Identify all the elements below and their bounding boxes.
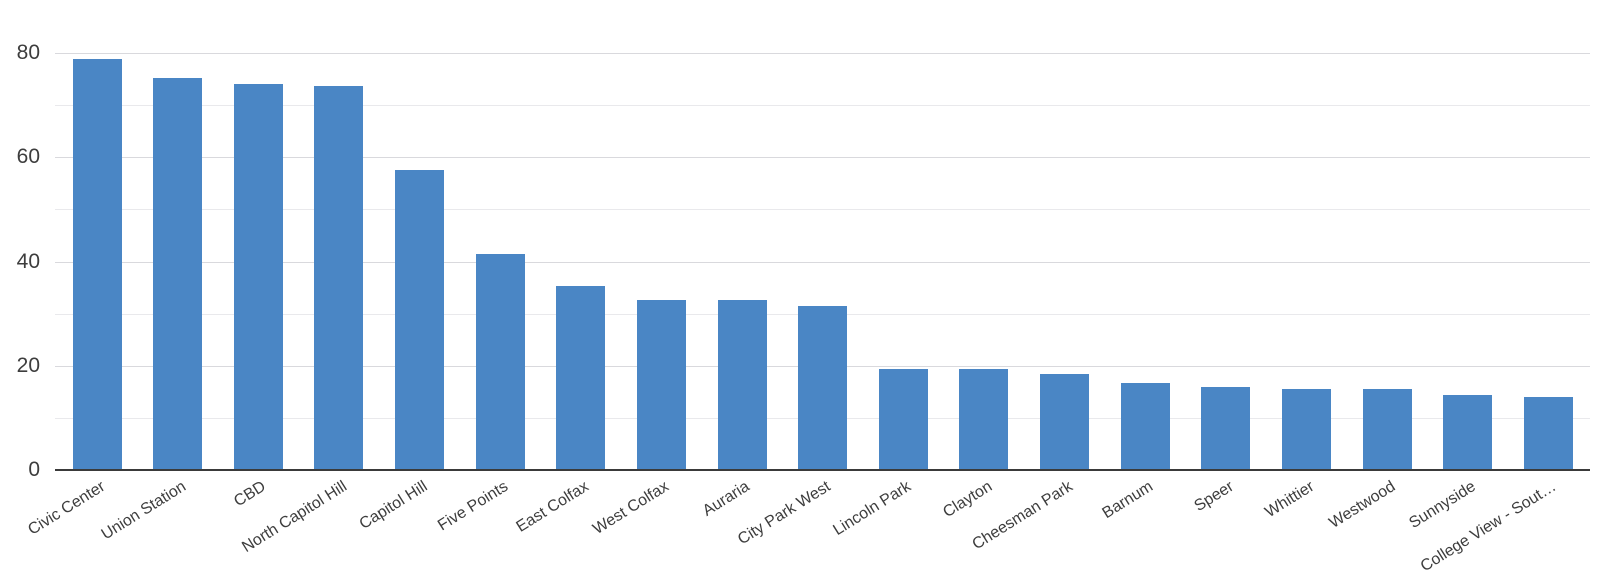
x-axis-tick-label: Clayton: [939, 478, 995, 522]
bar[interactable]: [1363, 389, 1412, 469]
bar[interactable]: [637, 300, 686, 469]
bar[interactable]: [556, 286, 605, 469]
bar[interactable]: [73, 59, 122, 469]
x-axis-tick-label: East Colfax: [513, 478, 592, 536]
bar[interactable]: [959, 369, 1008, 469]
x-axis-line: [55, 469, 1590, 471]
bar[interactable]: [1282, 389, 1331, 469]
y-axis-tick-label: 80: [16, 41, 40, 64]
x-axis-tick-label: Barnum: [1099, 478, 1157, 523]
x-axis-tick-label: Westwood: [1325, 478, 1399, 532]
x-axis-tick-label: Lincoln Park: [830, 478, 915, 540]
y-axis-tick-label: 40: [16, 250, 40, 273]
grid-line: [55, 157, 1590, 158]
bar[interactable]: [1524, 397, 1573, 469]
x-axis-tick-label: Sunnyside: [1406, 478, 1479, 533]
x-axis-tick-label: Whittier: [1262, 478, 1318, 522]
y-axis-tick-label: 0: [28, 458, 40, 481]
bar[interactable]: [1121, 383, 1170, 469]
bar[interactable]: [1443, 395, 1492, 469]
bar[interactable]: [314, 86, 363, 469]
x-axis-tick-label: Auraria: [700, 478, 754, 520]
x-axis-tick-label: College View - Sout…: [1417, 478, 1560, 576]
grid-line: [55, 209, 1590, 210]
bar[interactable]: [1040, 374, 1089, 469]
bar[interactable]: [234, 84, 283, 469]
x-axis-tick-label: Civic Center: [25, 478, 109, 539]
x-axis-tick-label: West Colfax: [590, 478, 673, 538]
x-axis-tick-label: Capitol Hill: [356, 478, 431, 533]
y-axis-tick-label: 60: [16, 145, 40, 168]
x-axis-tick-label: Speer: [1191, 478, 1237, 516]
grid-line: [55, 105, 1590, 106]
bar[interactable]: [395, 170, 444, 469]
bar[interactable]: [718, 300, 767, 469]
x-axis-tick-label: Union Station: [98, 478, 189, 544]
x-axis-tick-label: Five Points: [435, 478, 512, 535]
grid-line: [55, 262, 1590, 263]
x-axis-tick-label: CBD: [231, 478, 270, 511]
bar[interactable]: [879, 369, 928, 469]
grid-line: [55, 53, 1590, 54]
bar[interactable]: [476, 254, 525, 469]
bar[interactable]: [153, 78, 202, 469]
bar[interactable]: [798, 306, 847, 469]
y-axis-tick-label: 20: [16, 354, 40, 377]
bar[interactable]: [1201, 387, 1250, 469]
